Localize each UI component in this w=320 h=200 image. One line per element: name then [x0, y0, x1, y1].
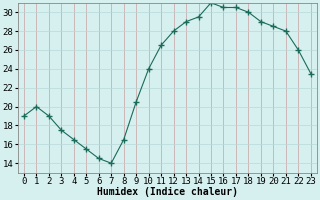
X-axis label: Humidex (Indice chaleur): Humidex (Indice chaleur) [97, 187, 238, 197]
